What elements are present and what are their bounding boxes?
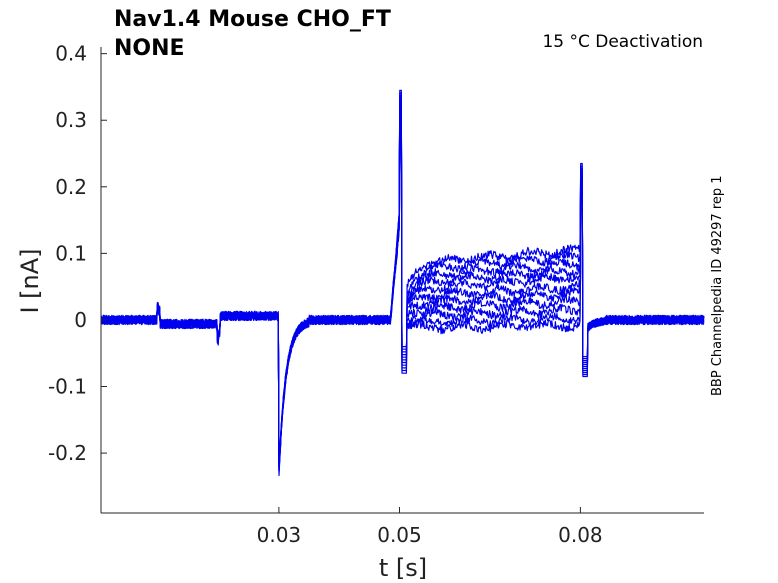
y-tick-label: -0.2: [48, 441, 87, 465]
x-ticks: 0.03 0.05 0.08: [257, 507, 603, 547]
y-axis-label: I [nA]: [16, 248, 44, 313]
side-label: BBP Channelpedia ID 49297 rep 1: [710, 175, 725, 396]
plot-area: [100, 89, 705, 477]
y-tick-label: 0.4: [55, 42, 87, 66]
y-tick-label: 0.2: [55, 175, 87, 199]
x-tick-label: 0.03: [257, 523, 302, 547]
y-tick-label: 0.3: [55, 108, 87, 132]
y-tick-label: 0: [74, 308, 87, 332]
series-line: [100, 97, 705, 464]
y-tick-label: 0.1: [55, 241, 87, 265]
series-line: [100, 89, 705, 469]
chart-title: Nav1.4 Mouse CHO_FT: [114, 7, 391, 32]
chart-annotation: 15 °C Deactivation: [542, 32, 703, 52]
y-ticks: -0.2 -0.1 0 0.1 0.2 0.3 0.4: [48, 42, 107, 465]
chart-subtitle: NONE: [114, 36, 185, 61]
y-tick-label: -0.1: [48, 375, 87, 399]
x-tick-label: 0.05: [377, 523, 422, 547]
x-axis-label: t [s]: [379, 554, 427, 582]
x-tick-label: 0.08: [558, 523, 603, 547]
series-line: [100, 113, 705, 466]
series-line: [100, 116, 705, 470]
